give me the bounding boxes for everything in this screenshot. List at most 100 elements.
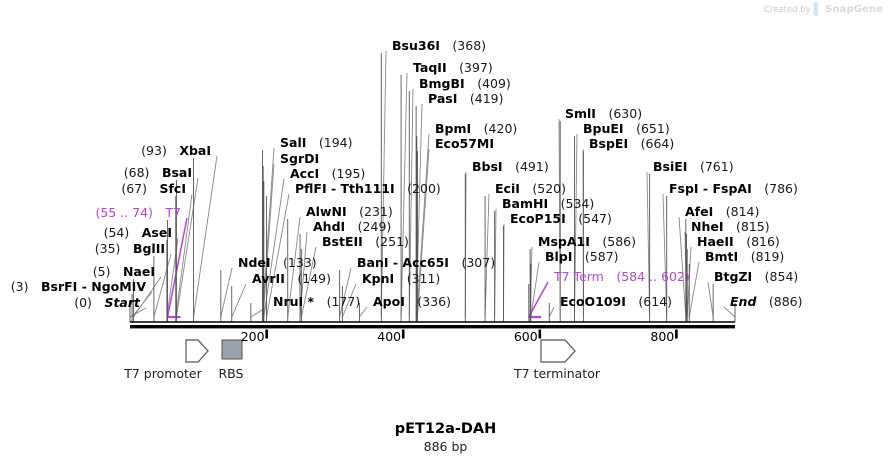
- restriction-site-label[interactable]: AvrII (149): [252, 272, 331, 286]
- site-position: (5): [92, 264, 111, 279]
- restriction-site-label[interactable]: TaqII (397): [413, 60, 493, 75]
- restriction-site-label[interactable]: FspI - FspAI (786): [669, 181, 798, 196]
- site-name: BbsI: [472, 159, 503, 174]
- restriction-site-label[interactable]: (67) SfcI: [0, 181, 186, 196]
- restriction-site-label[interactable]: Eco57MI: [435, 136, 495, 151]
- site-name: BlpI: [545, 249, 573, 264]
- restriction-site-label[interactable]: BsiEI (761): [653, 159, 734, 174]
- site-name: Eco57MI: [435, 136, 495, 151]
- site-name: Bsu36I: [392, 38, 440, 53]
- site-name: SgrDI: [280, 151, 320, 166]
- site-position: (630): [608, 106, 643, 121]
- restriction-site-label[interactable]: Bsu36I (368): [392, 38, 487, 53]
- restriction-site-label[interactable]: BpmI (420): [435, 122, 517, 136]
- site-position: (336): [417, 294, 451, 309]
- restriction-site-label[interactable]: (0) Start: [0, 295, 140, 310]
- site-position: (761): [699, 159, 734, 174]
- site-name: BglII: [132, 241, 165, 256]
- site-name: EcoO109I: [560, 294, 626, 309]
- site-position: (368): [452, 38, 487, 53]
- restriction-site-label[interactable]: T7 Term (584 .. 602): [554, 269, 690, 284]
- axis-tick-label: 600: [513, 329, 538, 344]
- restriction-site-label[interactable]: BamHI (534): [502, 196, 595, 211]
- restriction-site-label[interactable]: MspA1I (586): [538, 235, 636, 249]
- restriction-site-label[interactable]: BmtI (819): [705, 249, 784, 264]
- axis-tick-label: 800: [650, 329, 675, 344]
- feature-label-rbs: RBS: [218, 366, 244, 381]
- restriction-site-label[interactable]: (35) BglII: [0, 241, 165, 256]
- restriction-site-label[interactable]: (3) BsrFI - NgoMIV: [0, 280, 146, 294]
- site-position: (614): [638, 294, 673, 309]
- site-name: PflFI - Tth111I: [295, 181, 395, 196]
- restriction-site-label[interactable]: NdeI (133): [238, 256, 317, 270]
- snapgene-watermark: Created by ▌ SnapGene: [764, 4, 883, 15]
- restriction-site-label[interactable]: (68) BsaI: [0, 166, 192, 180]
- restriction-site-label[interactable]: SalI (194): [280, 136, 353, 150]
- restriction-site-label[interactable]: NruI * (177): [273, 295, 360, 309]
- site-position: (93): [141, 143, 167, 158]
- restriction-site-label[interactable]: BlpI (587): [545, 249, 619, 264]
- restriction-site-label[interactable]: BspEI (664): [589, 137, 674, 151]
- site-name: BstEII: [322, 234, 363, 249]
- site-position: (534): [560, 196, 595, 211]
- restriction-site-label[interactable]: BmgBI (409): [419, 77, 511, 91]
- site-tick-marks: [129, 53, 736, 322]
- restriction-site-label[interactable]: AlwNI (231): [306, 204, 393, 219]
- restriction-site-label[interactable]: BstEII (251): [322, 234, 409, 249]
- site-position: (854): [764, 269, 799, 284]
- site-name: Start: [104, 295, 140, 310]
- site-name: AlwNI: [306, 204, 347, 219]
- site-position: (249): [357, 219, 392, 234]
- restriction-site-label[interactable]: End (886): [730, 294, 803, 309]
- site-position: (651): [636, 121, 670, 136]
- page-title: pET12a-DAH: [394, 421, 497, 437]
- restriction-site-label[interactable]: (5) NaeI: [0, 264, 155, 279]
- site-name: BtgZI: [714, 269, 753, 284]
- site-name: SfcI: [159, 181, 186, 196]
- restriction-site-label[interactable]: EciI (520): [495, 182, 566, 196]
- restriction-site-label[interactable]: SgrDI: [280, 151, 320, 166]
- restriction-site-label[interactable]: ApoI (336): [373, 294, 451, 309]
- restriction-site-label[interactable]: BtgZI (854): [714, 269, 799, 284]
- site-name: AccI: [290, 166, 320, 181]
- feature-glyphs: [185, 339, 576, 363]
- restriction-site-label[interactable]: SmlI (630): [565, 106, 643, 121]
- site-name: KpnI: [362, 271, 395, 286]
- axis-tick-label: 200: [240, 329, 265, 344]
- restriction-site-label[interactable]: BpuEI (651): [583, 121, 670, 136]
- site-name: AhdI: [313, 219, 346, 234]
- restriction-site-label[interactable]: EcoO109I (614): [560, 294, 673, 309]
- restriction-site-label[interactable]: HaeII (816): [697, 235, 780, 249]
- site-name: BmtI: [705, 249, 739, 264]
- restriction-site-label[interactable]: (93) XbaI: [0, 143, 211, 158]
- site-position: (886): [768, 294, 803, 309]
- site-position: (491): [515, 159, 549, 174]
- restriction-site-label[interactable]: AccI (195): [290, 166, 365, 181]
- site-name: ApoI: [373, 294, 405, 309]
- site-position: (584 .. 602): [616, 269, 690, 284]
- site-position: (251): [375, 234, 409, 249]
- site-position: (231): [359, 204, 393, 219]
- site-name: NaeI: [122, 264, 155, 279]
- site-name: AfeI: [685, 204, 714, 219]
- site-position: (307): [461, 255, 496, 270]
- snapgene-leaf-icon: ▌: [813, 3, 823, 16]
- watermark-prefix: Created by: [763, 4, 811, 15]
- restriction-site-label[interactable]: BbsI (491): [472, 159, 549, 174]
- site-position: (397): [459, 60, 493, 75]
- site-position: (35): [94, 241, 121, 256]
- restriction-site-label[interactable]: PflFI - Tth111I (200): [295, 181, 441, 196]
- restriction-site-label[interactable]: PasI (419): [428, 91, 503, 106]
- restriction-site-label[interactable]: AhdI (249): [313, 219, 392, 234]
- restriction-site-label[interactable]: EcoP15I (547): [510, 212, 612, 226]
- restriction-site-label[interactable]: NheI (815): [691, 220, 770, 234]
- restriction-site-label[interactable]: (54) AseI: [0, 225, 172, 240]
- restriction-site-label[interactable]: (55 .. 74) T7: [0, 206, 181, 220]
- site-position: (786): [764, 181, 798, 196]
- site-position: (311): [406, 271, 441, 286]
- restriction-site-label[interactable]: BanI - Acc65I (307): [357, 255, 496, 270]
- restriction-site-label[interactable]: KpnI (311): [362, 271, 441, 286]
- site-position: (54): [103, 225, 130, 240]
- restriction-site-label[interactable]: AfeI (814): [685, 204, 759, 219]
- site-name: PasI: [428, 91, 458, 106]
